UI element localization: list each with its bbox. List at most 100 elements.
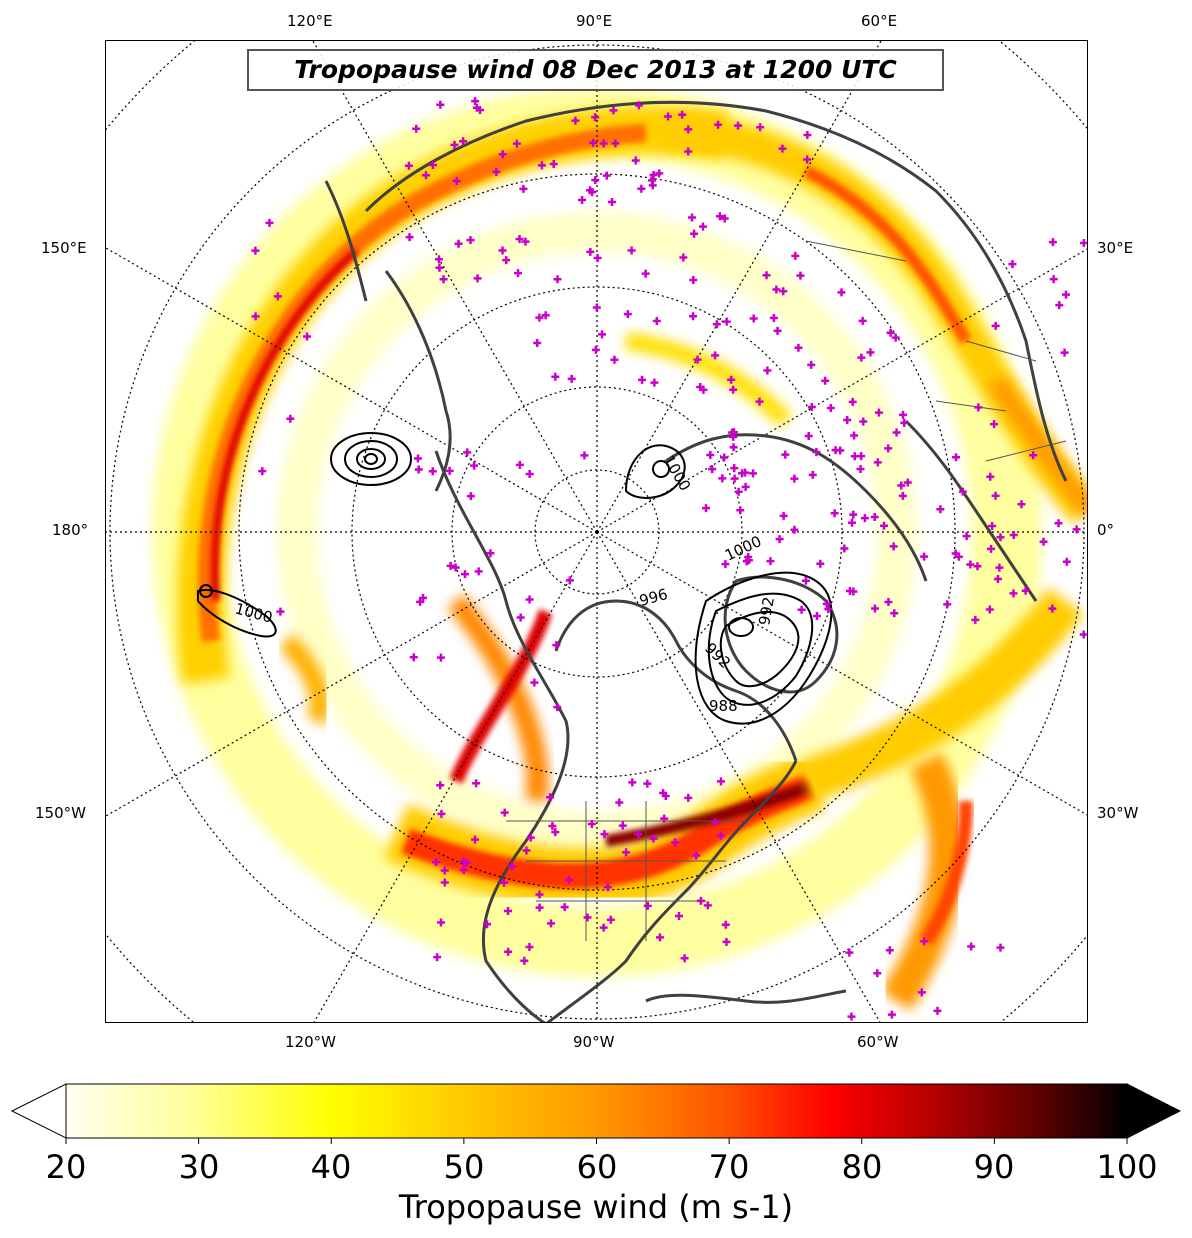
station-marker bbox=[564, 875, 573, 884]
station-marker bbox=[870, 512, 879, 521]
station-marker bbox=[1049, 275, 1058, 284]
station-marker bbox=[821, 376, 830, 385]
station-marker bbox=[850, 452, 859, 461]
colorbar-tick-label: 90 bbox=[973, 1148, 1015, 1186]
station-marker bbox=[591, 176, 600, 185]
station-marker bbox=[1008, 260, 1017, 269]
station-marker bbox=[808, 470, 817, 479]
station-marker bbox=[991, 491, 1000, 500]
station-marker bbox=[816, 559, 825, 568]
station-marker bbox=[812, 612, 821, 621]
station-marker bbox=[607, 197, 616, 206]
station-marker bbox=[502, 256, 511, 265]
station-marker bbox=[526, 833, 535, 842]
station-marker bbox=[711, 351, 720, 360]
station-marker bbox=[708, 465, 717, 474]
station-marker bbox=[521, 237, 530, 246]
station-marker bbox=[887, 1010, 896, 1019]
station-marker bbox=[804, 432, 813, 441]
station-marker bbox=[943, 600, 952, 609]
station-marker bbox=[995, 563, 1004, 572]
lon-label-right-30W: 30°W bbox=[1097, 804, 1139, 822]
station-marker bbox=[678, 110, 687, 119]
station-marker bbox=[807, 360, 816, 369]
station-marker bbox=[684, 147, 693, 156]
station-marker bbox=[470, 835, 479, 844]
station-marker bbox=[772, 285, 781, 294]
station-marker bbox=[548, 821, 557, 830]
station-marker bbox=[996, 943, 1005, 952]
station-marker bbox=[900, 418, 909, 427]
lon-label-left-180: 180° bbox=[52, 521, 89, 539]
station-marker bbox=[303, 332, 312, 341]
station-marker bbox=[974, 403, 983, 412]
pressure-contours bbox=[197, 432, 833, 725]
station-marker bbox=[552, 641, 561, 650]
station-marker bbox=[589, 138, 598, 147]
station-marker bbox=[797, 605, 806, 614]
station-marker bbox=[439, 275, 448, 284]
station-marker bbox=[903, 478, 912, 487]
station-marker bbox=[973, 562, 982, 571]
station-marker bbox=[836, 446, 845, 455]
station-marker bbox=[519, 184, 528, 193]
station-marker bbox=[781, 450, 790, 459]
station-marker bbox=[586, 186, 595, 195]
station-marker bbox=[840, 544, 849, 553]
station-marker bbox=[404, 161, 413, 170]
station-marker bbox=[986, 472, 995, 481]
station-marker bbox=[1017, 500, 1026, 509]
station-marker bbox=[671, 838, 680, 847]
station-marker bbox=[516, 613, 525, 622]
station-marker bbox=[498, 150, 507, 159]
station-marker bbox=[858, 316, 867, 325]
station-marker bbox=[692, 851, 701, 860]
station-marker bbox=[631, 156, 640, 165]
station-marker bbox=[850, 431, 859, 440]
station-marker bbox=[472, 103, 481, 112]
contour-label: 988 bbox=[709, 697, 738, 715]
station-marker bbox=[674, 912, 683, 921]
station-marker bbox=[991, 321, 1000, 330]
station-marker bbox=[749, 469, 758, 478]
station-marker bbox=[687, 213, 696, 222]
station-marker bbox=[890, 609, 899, 618]
station-marker bbox=[466, 236, 475, 245]
station-marker bbox=[843, 415, 852, 424]
station-marker bbox=[749, 314, 758, 323]
station-marker bbox=[273, 292, 282, 301]
station-marker bbox=[432, 858, 441, 867]
station-marker bbox=[504, 947, 513, 956]
station-marker bbox=[650, 378, 659, 387]
station-marker bbox=[551, 372, 560, 381]
station-marker bbox=[412, 124, 421, 133]
station-marker bbox=[454, 239, 463, 248]
station-marker bbox=[553, 703, 562, 712]
station-marker bbox=[512, 139, 521, 148]
lon-label-bottom-120W: 120°W bbox=[285, 1033, 336, 1051]
station-marker bbox=[258, 467, 267, 476]
station-marker bbox=[696, 896, 705, 905]
station-marker bbox=[414, 465, 423, 474]
station-marker bbox=[606, 915, 615, 924]
station-marker bbox=[849, 587, 858, 596]
station-marker bbox=[962, 532, 971, 541]
station-marker bbox=[661, 792, 670, 801]
station-marker bbox=[599, 923, 608, 932]
station-marker bbox=[680, 954, 689, 963]
station-marker bbox=[958, 487, 967, 496]
lon-label-top-90E: 90°E bbox=[576, 12, 613, 30]
station-marker bbox=[698, 222, 707, 231]
station-marker bbox=[471, 97, 480, 106]
station-marker bbox=[419, 593, 428, 602]
lon-label-right-30E: 30°E bbox=[1097, 239, 1134, 257]
station-marker bbox=[643, 901, 652, 910]
station-marker bbox=[898, 410, 907, 419]
station-marker bbox=[611, 139, 620, 148]
station-marker bbox=[857, 353, 866, 362]
station-marker bbox=[428, 161, 437, 170]
station-marker bbox=[578, 196, 587, 205]
station-marker bbox=[734, 487, 743, 496]
station-marker bbox=[603, 883, 612, 892]
station-marker bbox=[628, 778, 637, 787]
